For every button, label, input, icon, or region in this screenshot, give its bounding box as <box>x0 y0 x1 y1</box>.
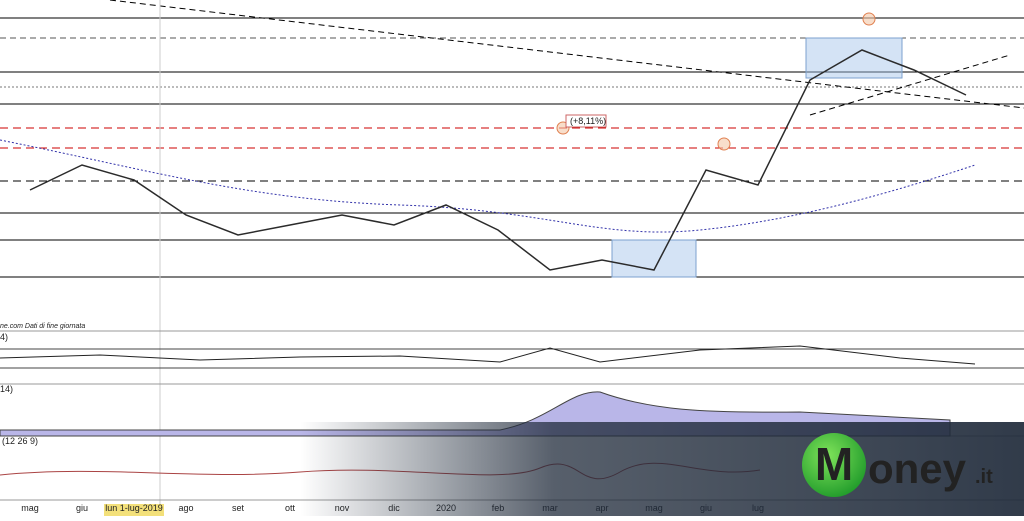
logo-suffix: .it <box>975 466 993 488</box>
logo: M oney .it <box>802 433 993 497</box>
overlay <box>300 422 1024 516</box>
x-tick-highlight <box>104 504 164 516</box>
panel-label: (12 26 9) <box>2 436 38 446</box>
x-tick-label: set <box>232 503 245 513</box>
source: ne.com Dati di fine giornata <box>0 323 85 330</box>
x-tick-label: ott <box>285 503 296 513</box>
x-tick-label: giu <box>76 503 88 513</box>
annotation: (+8,11%) <box>570 116 606 126</box>
x-tick-label: lun 1-lug-2019 <box>105 503 163 513</box>
price-line <box>29 49 967 271</box>
logo-initial: M <box>815 438 853 490</box>
x-tick-label: mag <box>21 503 39 513</box>
x-tick-label: ago <box>178 503 193 513</box>
logo-name: oney <box>868 445 967 492</box>
panel-label: 14) <box>0 384 13 394</box>
panel-label: 4) <box>0 332 8 342</box>
